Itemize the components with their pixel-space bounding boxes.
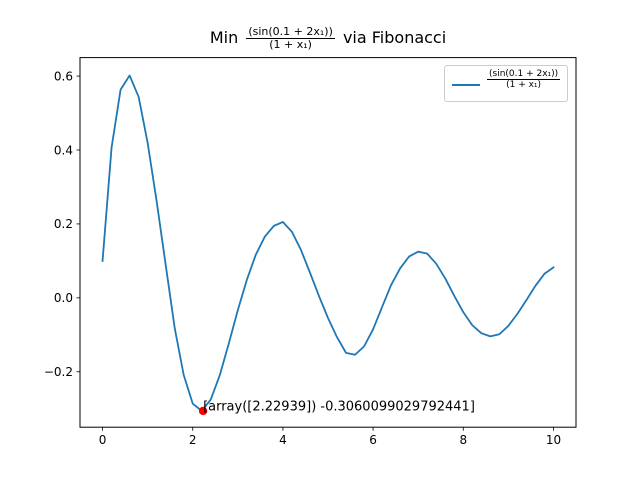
chart-title-prefix: Min [209,28,239,47]
legend-label-numerator: (sin(0.1 + 2x₁)) [487,69,561,80]
legend-label-denominator: (1 + x₁) [506,80,542,90]
chart-title-denominator: (1 + x₁) [269,38,312,51]
y-tick-label: 0.4 [54,143,73,157]
series-layer [101,74,555,412]
y-tick-label: 0.0 [54,291,73,305]
x-tick-label: 0 [99,433,107,447]
legend-label: (sin(0.1 + 2x₁)) (1 + x₁) [487,69,561,90]
chart-title: Min (sin(0.1 + 2x₁)) (1 + x₁) via Fibona… [80,24,576,52]
chart-title-numerator: (sin(0.1 + 2x₁)) [246,25,335,39]
x-tick-label: 6 [369,433,377,447]
x-tick-label: 2 [189,433,197,447]
minimum-marker [198,406,208,416]
chart-title-suffix: via Fibonacci [342,28,447,47]
y-tick-label: 0.6 [54,69,73,83]
x-tick-label: 10 [546,433,561,447]
plot-frame [79,57,577,428]
x-tick-label: 4 [279,433,287,447]
y-tick-label: 0.2 [54,217,73,231]
y-tick-label: −0.2 [44,365,73,379]
legend: (sin(0.1 + 2x₁)) (1 + x₁) [444,65,568,102]
chart-title-fraction: (sin(0.1 + 2x₁)) (1 + x₁) [246,26,335,51]
series-line [101,74,555,412]
legend-swatch [452,84,480,86]
ticks-layer: 0 2 4 6 8 10 −0.2 0.0 0.2 0.4 0.6 [44,69,561,447]
x-tick-label: 8 [459,433,467,447]
marker-layer: [array([2.22939]) -0.3060099029792441] [198,399,475,416]
minimum-label: [array([2.22939]) -0.3060099029792441] [203,399,475,414]
